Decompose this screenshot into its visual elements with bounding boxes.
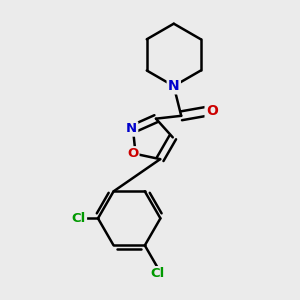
Text: Cl: Cl — [150, 267, 165, 280]
Text: Cl: Cl — [71, 212, 86, 225]
Text: O: O — [127, 147, 138, 161]
Text: N: N — [126, 122, 137, 135]
Text: N: N — [168, 79, 180, 93]
Text: O: O — [206, 104, 218, 118]
